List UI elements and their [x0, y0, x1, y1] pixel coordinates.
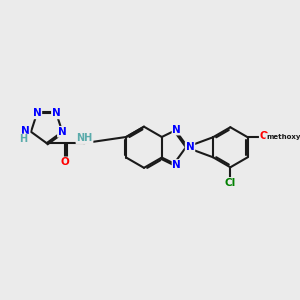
Text: Cl: Cl	[225, 178, 236, 188]
Text: N: N	[58, 127, 67, 137]
Text: H: H	[19, 134, 27, 145]
Text: N: N	[172, 160, 181, 170]
Text: N: N	[52, 108, 61, 118]
Text: N: N	[21, 126, 30, 136]
Text: O: O	[260, 131, 268, 141]
Text: N: N	[172, 124, 181, 135]
Text: O: O	[61, 157, 70, 167]
Text: methoxy: methoxy	[266, 134, 300, 140]
Text: N: N	[186, 142, 194, 152]
Text: N: N	[33, 108, 41, 118]
Text: NH: NH	[76, 133, 93, 143]
